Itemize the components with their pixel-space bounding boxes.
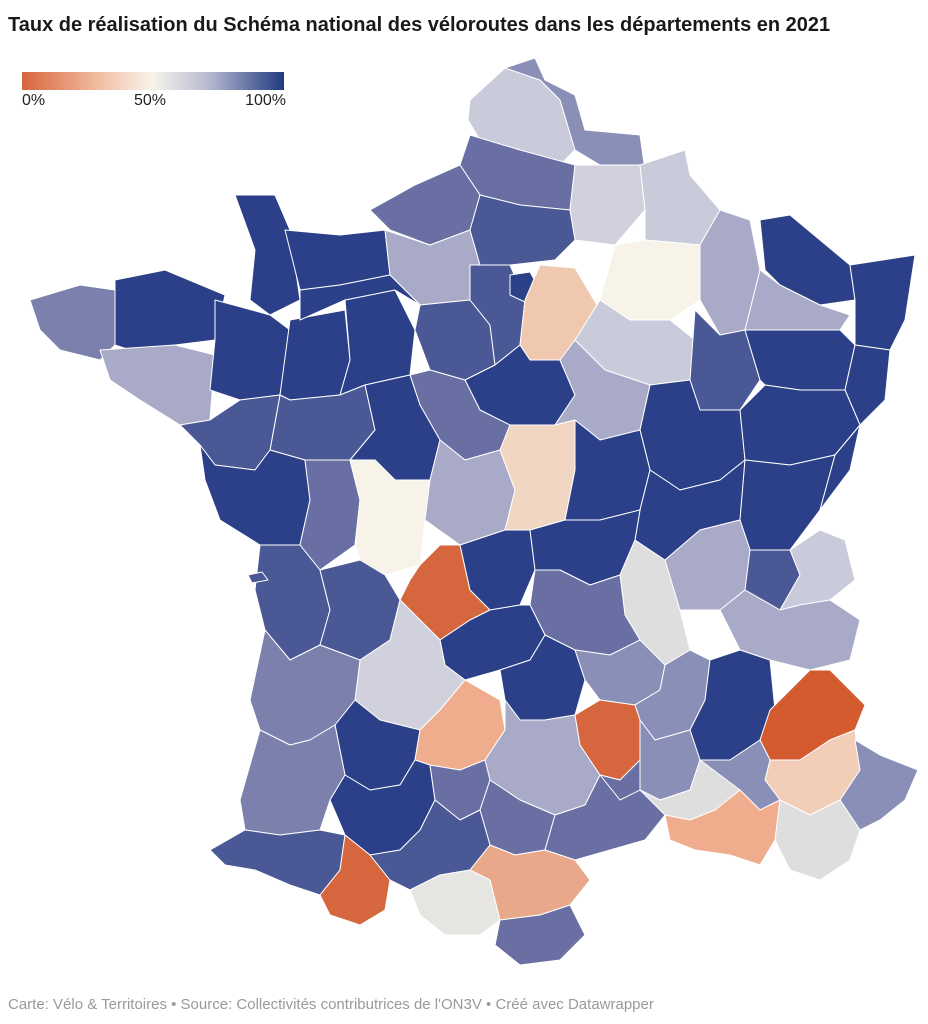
island-re [247, 571, 269, 584]
region-haut-rhin[interactable] [844, 344, 891, 426]
region-haute-garonne[interactable] [369, 799, 491, 891]
region-pyr-atl[interactable] [209, 829, 346, 896]
map-title: Taux de réalisation du Schéma national d… [8, 14, 831, 36]
color-legend: 0% 50% 100% [22, 72, 286, 114]
region-cher[interactable] [499, 419, 576, 531]
region-marne[interactable] [599, 239, 701, 321]
legend-gradient-bar [22, 72, 284, 90]
legend-label-mid: 50% [134, 92, 167, 109]
region-alpes-mar[interactable] [839, 739, 919, 831]
region-aisne[interactable] [569, 164, 646, 246]
region-deux-sevres[interactable] [299, 459, 361, 571]
france-choropleth-map [29, 57, 919, 966]
region-finistere[interactable] [29, 284, 116, 361]
legend-label-min: 0% [22, 92, 46, 109]
region-mayenne[interactable] [279, 309, 351, 401]
region-var-coast[interactable] [774, 799, 861, 881]
region-north-2[interactable] [504, 57, 646, 171]
region-moselle[interactable] [759, 214, 856, 306]
region-bas-rhin[interactable] [849, 254, 916, 351]
region-val-oise[interactable] [469, 194, 576, 266]
region-vosges[interactable] [744, 329, 856, 391]
region-manche[interactable] [234, 194, 301, 316]
region-gard[interactable] [599, 759, 641, 801]
legend-label-max: 100% [245, 92, 286, 109]
region-jura[interactable] [819, 424, 861, 511]
region-ille-vilaine[interactable] [209, 299, 291, 401]
region-pyr-orient[interactable] [494, 904, 586, 966]
region-creuse[interactable] [459, 529, 536, 611]
region-cotes-armor[interactable] [114, 269, 226, 351]
region-morbihan[interactable] [99, 344, 216, 426]
map-footer-credits: Carte: Vélo & Territoires • Source: Coll… [8, 996, 654, 1013]
region-orne[interactable] [299, 274, 421, 321]
